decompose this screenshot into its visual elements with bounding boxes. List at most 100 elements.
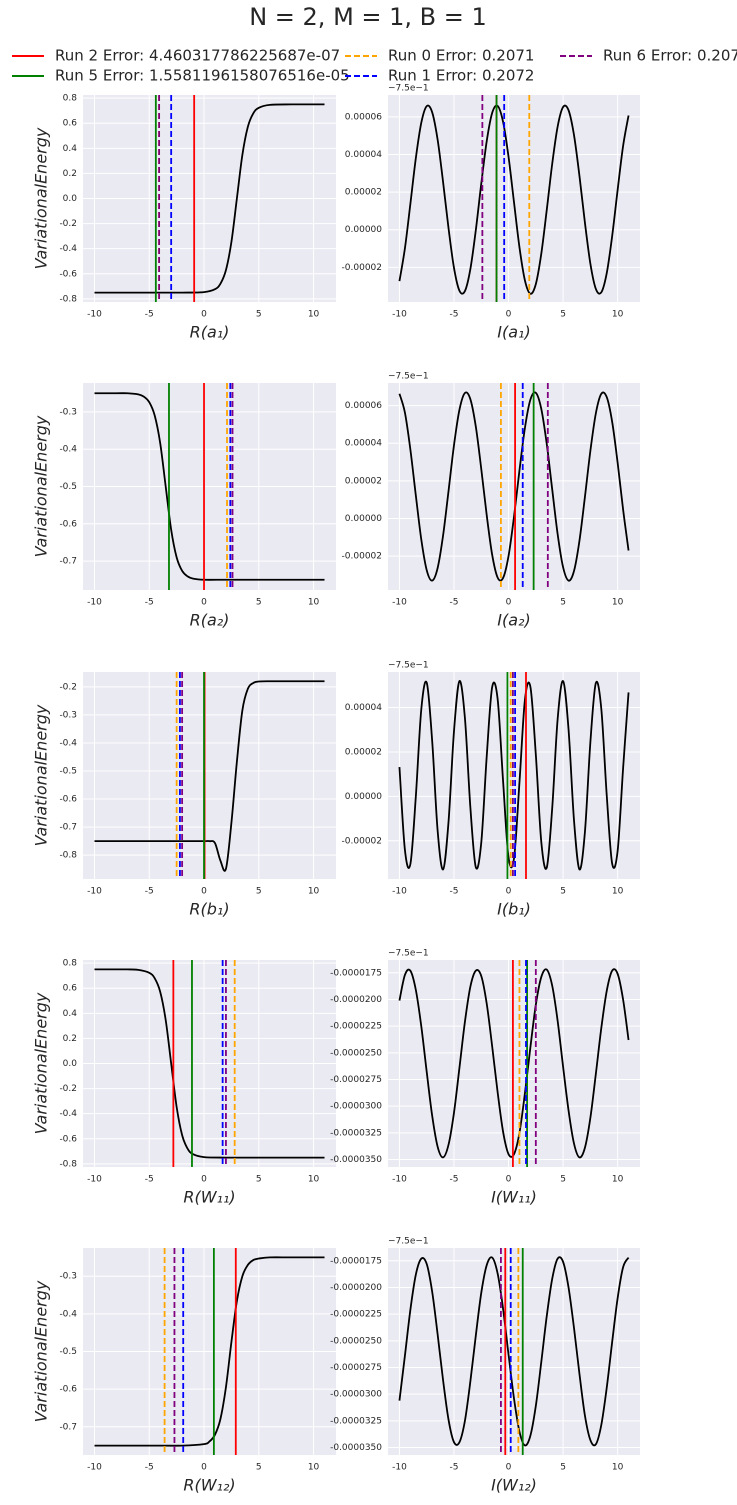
x-tick-label: -10 [392, 1463, 407, 1473]
x-tick-label: -5 [145, 887, 154, 897]
x-tick-label: -10 [87, 1463, 102, 1473]
y-tick-label: 0.00000 [345, 792, 382, 802]
legend-label: Run 0 Error: 0.2071 [388, 47, 534, 65]
y-tick-label: -0.0000325 [330, 1128, 382, 1138]
y-tick-label: 0.6 [63, 984, 78, 994]
y-tick-label: -0.6 [59, 1385, 77, 1395]
x-tick-label: 10 [612, 887, 624, 897]
x-tick-label: -5 [450, 1175, 459, 1185]
x-tick-label: 10 [308, 310, 320, 320]
x-tick-label: -10 [392, 1175, 407, 1185]
y-tick-label: -0.4 [59, 1109, 77, 1119]
y-tick-label: -0.00002 [342, 552, 382, 562]
x-tick-label: 10 [612, 310, 624, 320]
subplot: -10 -5 0 5 10 -0.00002 0.00000 0.00002 0.00004 0.… [342, 372, 640, 630]
y-tick-label: 0.00000 [345, 514, 382, 524]
y-tick-label: 0.00002 [345, 476, 382, 486]
subplot: -10 -5 0 5 10 -0.7 -0.6 -0.5 -0.4 -0.3 R(W₁₂) Varia… [32, 1248, 336, 1495]
y-axis-label: VariationalEnergy [32, 704, 51, 846]
y-tick-label: -0.4 [59, 445, 77, 455]
x-axis-label: I(b₁) [497, 900, 531, 919]
y-tick-label: -0.8 [59, 294, 77, 304]
y-tick-label: -0.00002 [342, 263, 382, 273]
x-tick-label: 5 [256, 598, 262, 608]
x-tick-label: -10 [392, 887, 407, 897]
x-tick-label: 0 [201, 310, 207, 320]
y-tick-label: 0.0 [63, 1059, 78, 1069]
curve [94, 103, 325, 294]
x-tick-label: 5 [560, 1175, 566, 1185]
x-tick-label: 10 [308, 1463, 320, 1473]
x-axis-label: R(W₁₁) [183, 1188, 235, 1207]
legend-entry: Run 2 Error: 4.460317786225687e-07 [12, 47, 340, 65]
y-tick-label: -0.3 [59, 710, 77, 720]
y-tick-label: -0.0000175 [330, 1256, 382, 1266]
y-tick-label: -0.6 [59, 519, 77, 529]
y-tick-label: -0.3 [59, 407, 77, 417]
legend-label: Run 2 Error: 4.460317786225687e-07 [55, 47, 340, 65]
legend-entry: Run 5 Error: 1.5581196158076516e-05 [12, 67, 350, 85]
y-tick-label: -0.5 [59, 767, 77, 777]
y-tick-label: 0.00004 [345, 703, 382, 713]
y-tick-label: 0.6 [63, 119, 78, 129]
y-tick-label: 0.00006 [345, 401, 382, 411]
y-tick-label: 0.2 [63, 1034, 77, 1044]
x-tick-label: -5 [145, 598, 154, 608]
y-tick-label: -0.7 [59, 1422, 77, 1432]
y-tick-label: -0.7 [59, 557, 77, 567]
subplot: -10 -5 0 5 10 -0.00002 0.00000 0.00002 0.00004 0.… [342, 84, 640, 342]
offset-label: −7.5e−1 [388, 661, 429, 671]
y-tick-label: -0.2 [59, 219, 77, 229]
y-tick-label: -0.0000250 [330, 1336, 382, 1346]
y-tick-label: 0.4 [63, 144, 78, 154]
y-axis-label: VariationalEnergy [32, 1280, 51, 1422]
y-tick-label: -0.0000175 [330, 968, 382, 978]
x-tick-label: -5 [145, 310, 154, 320]
x-axis-label: R(b₁) [189, 900, 229, 919]
y-tick-label: -0.0000225 [330, 1310, 382, 1320]
x-tick-label: 0 [201, 1175, 207, 1185]
x-tick-label: 5 [560, 1463, 566, 1473]
x-tick-label: -5 [450, 598, 459, 608]
y-axis-label: VariationalEnergy [32, 415, 51, 557]
x-tick-label: 10 [308, 1175, 320, 1185]
x-tick-label: 10 [308, 887, 320, 897]
y-tick-label: -0.0000350 [330, 1443, 382, 1453]
subplot: -10 -5 0 5 10 -0.8 -0.7 -0.6 -0.5 -0.4 -0.3 -0.2 R(b… [32, 672, 336, 919]
y-tick-label: -0.0000300 [330, 1102, 382, 1112]
x-tick-label: -10 [87, 598, 102, 608]
y-tick-label: -0.8 [59, 1159, 77, 1169]
figure-title: N = 2, M = 1, B = 1 [249, 3, 487, 31]
y-tick-label: 0.8 [63, 959, 78, 969]
x-tick-label: 0 [506, 1175, 512, 1185]
y-tick-label: 0.00004 [345, 439, 382, 449]
y-tick-label: 0.0 [63, 194, 78, 204]
y-tick-label: 0.00006 [345, 112, 382, 122]
offset-label: −7.5e−1 [388, 949, 429, 959]
y-tick-label: -0.0000225 [330, 1022, 382, 1032]
offset-label: −7.5e−1 [388, 1237, 429, 1247]
x-tick-label: -10 [392, 598, 407, 608]
x-tick-label: -10 [87, 1175, 102, 1185]
y-tick-label: -0.5 [59, 482, 77, 492]
y-tick-label: 0.4 [63, 1009, 78, 1019]
legend-label: Run 6 Error: 0.2071 [603, 47, 737, 65]
x-tick-label: -10 [392, 310, 407, 320]
y-tick-label: 0.00002 [345, 747, 382, 757]
y-tick-label: -0.2 [59, 1084, 77, 1094]
y-tick-label: -0.4 [59, 244, 77, 254]
x-tick-label: 5 [256, 1463, 262, 1473]
y-tick-label: -0.8 [59, 851, 77, 861]
legend-entry: Run 0 Error: 0.2071 [345, 47, 534, 65]
x-axis-label: R(a₂) [190, 611, 230, 630]
x-tick-label: 5 [256, 1175, 262, 1185]
y-tick-label: 0.00004 [345, 150, 382, 160]
y-tick-label: -0.0000350 [330, 1155, 382, 1165]
x-tick-label: -10 [87, 887, 102, 897]
y-tick-label: -0.5 [59, 1347, 77, 1357]
x-tick-label: 5 [256, 887, 262, 897]
y-tick-label: -0.6 [59, 795, 77, 805]
axes-background [388, 672, 640, 879]
